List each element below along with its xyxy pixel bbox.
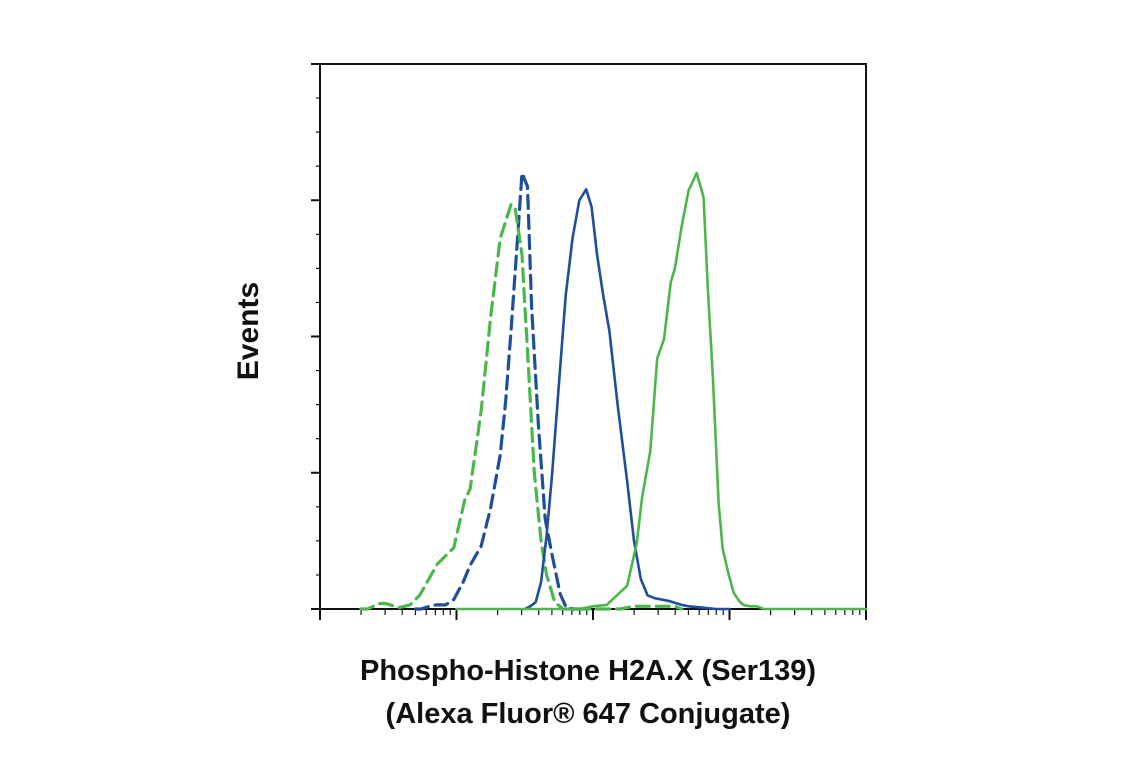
- axes: [311, 63, 867, 620]
- series-layer: [359, 171, 868, 611]
- x-axis-title-line2: (Alexa Fluor® 647 Conjugate): [386, 698, 791, 730]
- series-line-blue-solid: [523, 188, 731, 611]
- series-line-green-dashed: [359, 202, 684, 611]
- y-axis-title: Events: [232, 282, 265, 380]
- plot-frame: [319, 63, 867, 610]
- series-line-blue-dashed: [414, 171, 581, 611]
- series-line-green-solid: [455, 171, 868, 611]
- x-axis-title-line1: Phospho-Histone H2A.X (Ser139): [360, 655, 816, 687]
